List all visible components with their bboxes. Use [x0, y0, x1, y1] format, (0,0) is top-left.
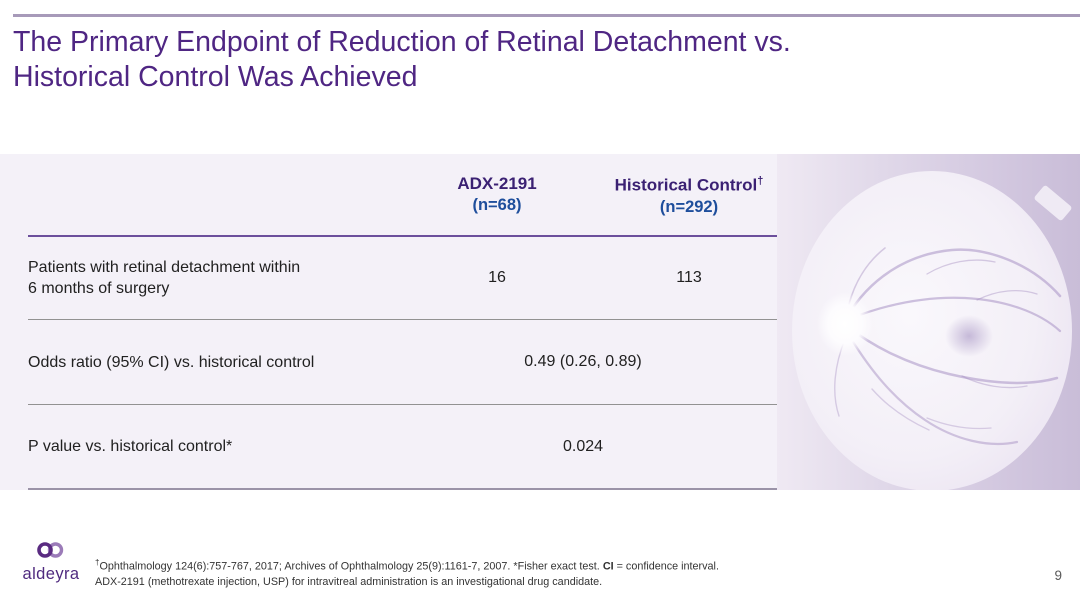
optic-disc — [817, 292, 873, 356]
footnote-references: Ophthalmology 124(6):757-767, 2017; Arch… — [99, 560, 603, 573]
macula-spot — [945, 315, 993, 357]
table-header-row: ADX-2191 (n=68) Historical Control† (n=2… — [28, 154, 777, 237]
cell-adx-detachment-count: 16 — [488, 269, 506, 286]
footnote-ci-abbrev: CI — [602, 560, 614, 573]
page-number: 9 — [1054, 568, 1062, 583]
footnote-line-2: ADX-2191 (methotrexate injection, USP) f… — [95, 575, 603, 588]
title-line-2: Historical Control Was Achieved — [13, 60, 418, 93]
cell-p-value: 0.024 — [562, 437, 604, 455]
page-title: The Primary Endpoint of Reduction of Ret… — [13, 25, 953, 94]
footnote-line-1: †Ophthalmology 124(6):757-767, 2017; Arc… — [95, 555, 795, 575]
table-row-p-value: P value vs. historical control* 0.024 — [28, 405, 777, 490]
column-header-adx-2191: ADX-2191 (n=68) — [417, 173, 577, 216]
aldeyra-logo: aldeyra — [20, 541, 82, 584]
column-header-historical-control: Historical Control† (n=292) — [577, 171, 777, 218]
historical-control-n: (n=292) — [659, 197, 719, 216]
row-label-p-value: P value vs. historical control* — [28, 438, 233, 455]
historical-control-label: Historical Control — [614, 175, 758, 195]
aldeyra-wordmark: aldeyra — [22, 565, 80, 583]
retinal-fundus-image — [777, 154, 1080, 490]
fundus-notch — [1034, 185, 1072, 221]
results-table: ADX-2191 (n=68) Historical Control† (n=2… — [0, 154, 777, 490]
retinal-fundus-svg — [777, 154, 1080, 490]
content-band: ADX-2191 (n=68) Historical Control† (n=2… — [0, 154, 1080, 490]
adx-2191-label: ADX-2191 — [457, 174, 537, 193]
row-label-odds-ratio: Odds ratio (95% CI) vs. historical contr… — [28, 353, 315, 371]
adx-2191-n: (n=68) — [472, 196, 522, 214]
row-label-retinal-detachment: Patients with retinal detachment within … — [28, 259, 301, 297]
top-divider-rule — [13, 14, 1080, 17]
footnote-dagger: † — [95, 558, 100, 567]
table-row-retinal-detachment: Patients with retinal detachment within … — [28, 237, 777, 320]
cell-odds-ratio-value: 0.49 (0.26, 0.89) — [524, 353, 642, 370]
aldeyra-logo-icon — [37, 542, 64, 558]
footnote-ci-definition: = confidence interval. — [613, 560, 719, 573]
title-line-1: The Primary Endpoint of Reduction of Ret… — [13, 26, 791, 58]
table-row-odds-ratio: Odds ratio (95% CI) vs. historical contr… — [28, 320, 777, 405]
dagger-superscript: † — [757, 175, 764, 188]
footnote: †Ophthalmology 124(6):757-767, 2017; Arc… — [95, 555, 795, 590]
fundus-circle — [792, 171, 1072, 490]
cell-control-detachment-count: 113 — [676, 269, 702, 286]
